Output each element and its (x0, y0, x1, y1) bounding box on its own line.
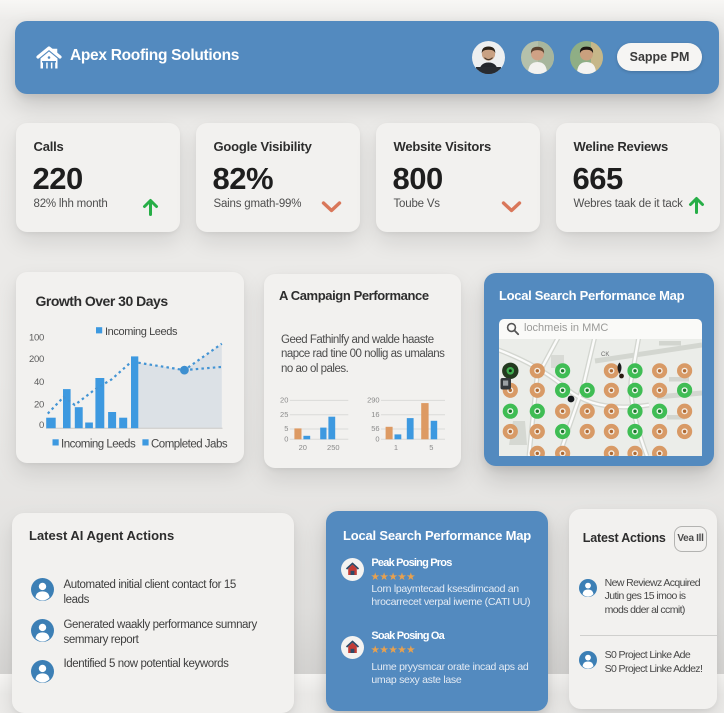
svg-text:100: 100 (29, 333, 44, 344)
svg-text:0: 0 (39, 420, 44, 431)
svg-text:56: 56 (371, 424, 379, 433)
svg-text:5: 5 (429, 443, 433, 452)
svg-text:0: 0 (375, 435, 379, 444)
svg-text:Incoming Leeds: Incoming Leeds (105, 326, 178, 338)
svg-text:290: 290 (367, 396, 380, 405)
svg-text:CK: CK (601, 352, 609, 358)
svg-text:25: 25 (280, 410, 288, 419)
svg-text:20: 20 (280, 396, 288, 405)
svg-text:40: 40 (34, 377, 44, 388)
svg-text:Completed Jabs: Completed Jabs (151, 438, 228, 450)
svg-text:250: 250 (327, 443, 340, 452)
svg-text:200: 200 (29, 354, 44, 365)
svg-text:Incoming Leeds: Incoming Leeds (61, 438, 136, 450)
svg-text:20: 20 (299, 443, 307, 452)
svg-text:5: 5 (284, 424, 288, 433)
svg-text:0: 0 (284, 435, 288, 444)
svg-text:1: 1 (394, 443, 398, 452)
svg-text:20: 20 (34, 400, 44, 411)
svg-text:16: 16 (371, 410, 379, 419)
